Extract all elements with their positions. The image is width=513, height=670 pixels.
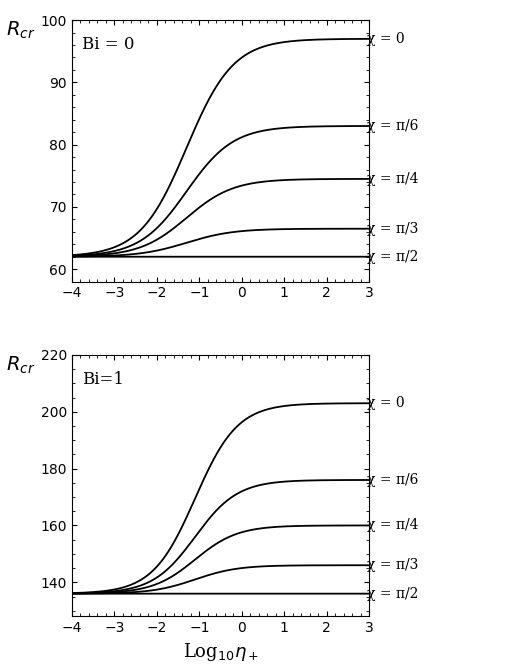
- Text: χ = π/2: χ = π/2: [367, 250, 419, 264]
- Text: χ = 0: χ = 0: [367, 32, 405, 46]
- Text: χ = 0: χ = 0: [367, 396, 405, 410]
- Text: χ = π/6: χ = π/6: [367, 119, 419, 133]
- Text: χ = π/3: χ = π/3: [367, 558, 419, 572]
- Text: χ = π/4: χ = π/4: [367, 519, 419, 533]
- Text: χ = π/4: χ = π/4: [367, 172, 419, 186]
- Text: χ = π/6: χ = π/6: [367, 473, 419, 487]
- Text: $R_{cr}$: $R_{cr}$: [6, 20, 35, 42]
- X-axis label: Log$_{10}\eta_+$: Log$_{10}\eta_+$: [183, 641, 259, 663]
- Text: χ = π/3: χ = π/3: [367, 222, 419, 236]
- Text: χ = π/2: χ = π/2: [367, 587, 419, 601]
- Text: $R_{cr}$: $R_{cr}$: [6, 355, 35, 376]
- Text: Bi = 0: Bi = 0: [83, 36, 135, 53]
- Text: Bi=1: Bi=1: [83, 371, 125, 387]
